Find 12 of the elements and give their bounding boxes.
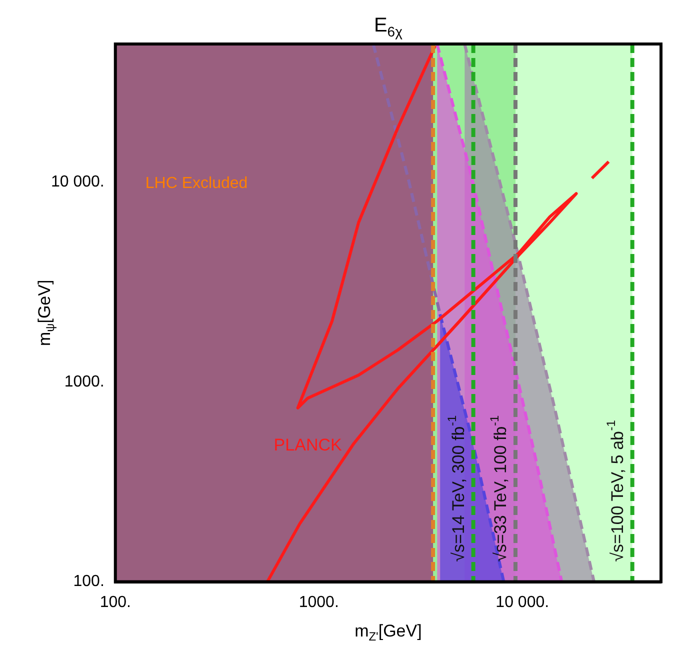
series-label: PLANCK [274, 436, 342, 455]
annotation: √s=14 TeV, 300 fb-1 [445, 414, 468, 562]
x-tick-label: 1000. [298, 594, 339, 611]
y-tick-label: 100. [73, 573, 104, 590]
y-tick-label: 10 000. [50, 173, 104, 190]
x-tick-label: 100. [100, 594, 131, 611]
y-tick-label: 1000. [64, 373, 104, 390]
x-tick-label: 10 000. [496, 594, 550, 611]
y-axis-title: mψ[GeV] [35, 280, 58, 346]
band-label: LHC Excluded [145, 175, 248, 192]
annotation: √s=100 TeV, 5 ab-1 [604, 420, 628, 562]
annotation: √s=33 TeV, 100 fb-1 [487, 414, 510, 562]
